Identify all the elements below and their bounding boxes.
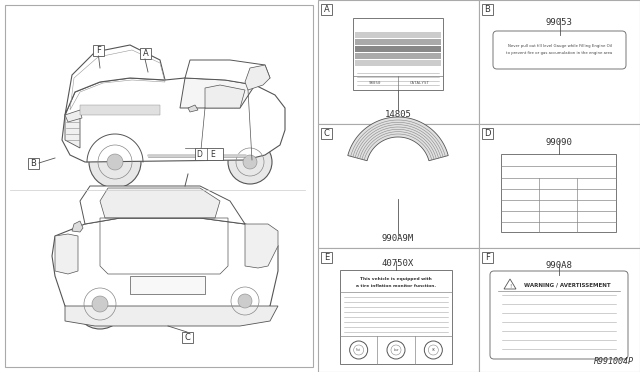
Bar	[318, 248, 479, 372]
Polygon shape	[245, 224, 278, 268]
Polygon shape	[65, 115, 80, 148]
Text: E: E	[324, 253, 329, 262]
Bar	[321, 252, 332, 263]
Text: D: D	[484, 129, 491, 138]
Circle shape	[243, 155, 257, 169]
Bar	[80, 105, 160, 115]
Polygon shape	[348, 117, 448, 161]
Text: 98050: 98050	[369, 81, 381, 85]
Text: B: B	[31, 159, 36, 168]
Bar	[182, 332, 193, 343]
Text: a tire inflation monitor function.: a tire inflation monitor function.	[356, 284, 436, 288]
FancyBboxPatch shape	[490, 271, 628, 359]
Bar	[355, 46, 441, 52]
Bar	[482, 128, 493, 139]
Bar	[195, 148, 223, 160]
Text: D: D	[196, 150, 202, 158]
Bar	[318, 0, 479, 124]
Polygon shape	[62, 78, 285, 162]
Polygon shape	[80, 186, 245, 224]
Polygon shape	[180, 78, 255, 108]
Circle shape	[228, 140, 272, 184]
Text: Flat: Flat	[356, 348, 361, 352]
Circle shape	[223, 279, 267, 323]
Bar	[140, 48, 151, 59]
Text: CATALYST: CATALYST	[410, 81, 430, 85]
Text: 99090: 99090	[545, 138, 572, 147]
Bar	[479, 124, 640, 248]
Bar	[482, 4, 493, 15]
Bar	[355, 32, 441, 38]
Circle shape	[89, 136, 141, 188]
Text: 990A9M: 990A9M	[382, 234, 414, 243]
Text: 990A8: 990A8	[545, 262, 572, 270]
Circle shape	[107, 154, 123, 170]
Text: A: A	[143, 49, 148, 58]
Bar	[93, 45, 104, 56]
Bar	[355, 60, 441, 66]
Text: B: B	[484, 5, 490, 14]
Text: OK: OK	[431, 348, 435, 352]
Bar	[355, 39, 441, 45]
Text: F: F	[485, 253, 490, 262]
Bar	[482, 252, 493, 263]
Polygon shape	[205, 85, 245, 108]
FancyBboxPatch shape	[493, 31, 626, 69]
Polygon shape	[65, 110, 82, 122]
Text: to prevent fire or gas accumulation in the engine area: to prevent fire or gas accumulation in t…	[506, 51, 612, 55]
Text: 99053: 99053	[545, 17, 572, 26]
Text: C: C	[184, 333, 191, 342]
Polygon shape	[245, 65, 270, 90]
Polygon shape	[188, 105, 198, 112]
Bar	[355, 53, 441, 59]
Polygon shape	[52, 218, 278, 321]
Circle shape	[238, 294, 252, 308]
Bar	[130, 276, 205, 294]
Text: This vehicle is equipped with: This vehicle is equipped with	[360, 277, 432, 281]
Text: Never pull out fill level Gauge while Filling Engine Oil: Never pull out fill level Gauge while Fi…	[508, 44, 611, 48]
Text: R991004P: R991004P	[594, 357, 634, 366]
Bar	[479, 248, 640, 372]
Text: C: C	[324, 129, 330, 138]
Polygon shape	[72, 221, 83, 232]
Bar	[353, 18, 443, 90]
Text: Low: Low	[394, 348, 399, 352]
Text: 14805: 14805	[385, 109, 412, 119]
Polygon shape	[65, 306, 278, 326]
Circle shape	[75, 279, 125, 329]
Bar	[321, 4, 332, 15]
Text: !: !	[509, 283, 511, 289]
Circle shape	[92, 296, 108, 312]
Text: WARNING / AVERTISSEMENT: WARNING / AVERTISSEMENT	[524, 282, 611, 288]
Text: 40750X: 40750X	[382, 259, 414, 267]
Text: F: F	[96, 46, 101, 55]
Bar	[318, 124, 479, 248]
Bar	[28, 158, 39, 169]
Polygon shape	[100, 188, 220, 218]
Polygon shape	[185, 60, 270, 85]
Bar	[479, 0, 640, 124]
Bar	[340, 270, 452, 364]
Text: A: A	[324, 5, 330, 14]
Polygon shape	[65, 45, 165, 115]
Text: E: E	[211, 150, 216, 158]
Bar	[321, 128, 332, 139]
Bar	[501, 154, 616, 232]
Bar	[5, 5, 313, 367]
Polygon shape	[55, 234, 78, 274]
